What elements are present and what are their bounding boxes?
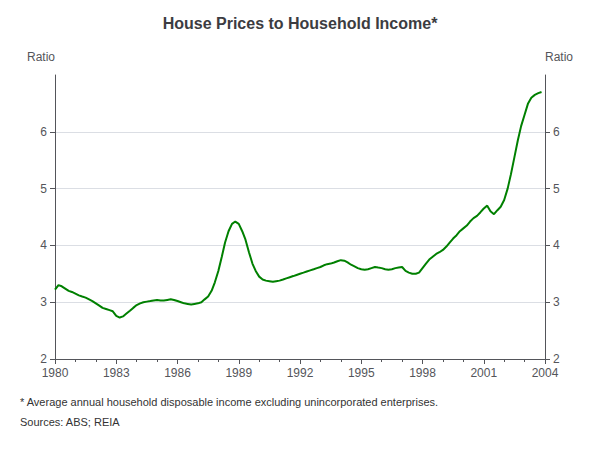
svg-text:2001: 2001 — [470, 366, 497, 380]
svg-text:Ratio: Ratio — [545, 50, 573, 64]
svg-text:House Prices to Household Inco: House Prices to Household Income* — [163, 15, 439, 32]
svg-text:2: 2 — [553, 352, 560, 366]
svg-text:6: 6 — [553, 125, 560, 139]
svg-text:Ratio: Ratio — [27, 50, 55, 64]
svg-text:1992: 1992 — [287, 366, 314, 380]
svg-text:Sources: ABS; REIA: Sources: ABS; REIA — [20, 416, 120, 428]
svg-text:1983: 1983 — [103, 366, 130, 380]
svg-text:1998: 1998 — [409, 366, 436, 380]
svg-text:2: 2 — [40, 352, 47, 366]
svg-text:2004: 2004 — [532, 366, 559, 380]
svg-text:5: 5 — [40, 182, 47, 196]
svg-text:3: 3 — [553, 295, 560, 309]
svg-text:6: 6 — [40, 125, 47, 139]
svg-text:1989: 1989 — [225, 366, 252, 380]
svg-text:3: 3 — [40, 295, 47, 309]
svg-text:4: 4 — [553, 238, 560, 252]
svg-text:4: 4 — [40, 238, 47, 252]
svg-text:1986: 1986 — [164, 366, 191, 380]
svg-text:1995: 1995 — [348, 366, 375, 380]
svg-text:1980: 1980 — [42, 366, 69, 380]
svg-text:5: 5 — [553, 182, 560, 196]
svg-text:* Average annual household dis: * Average annual household disposable in… — [20, 396, 438, 408]
